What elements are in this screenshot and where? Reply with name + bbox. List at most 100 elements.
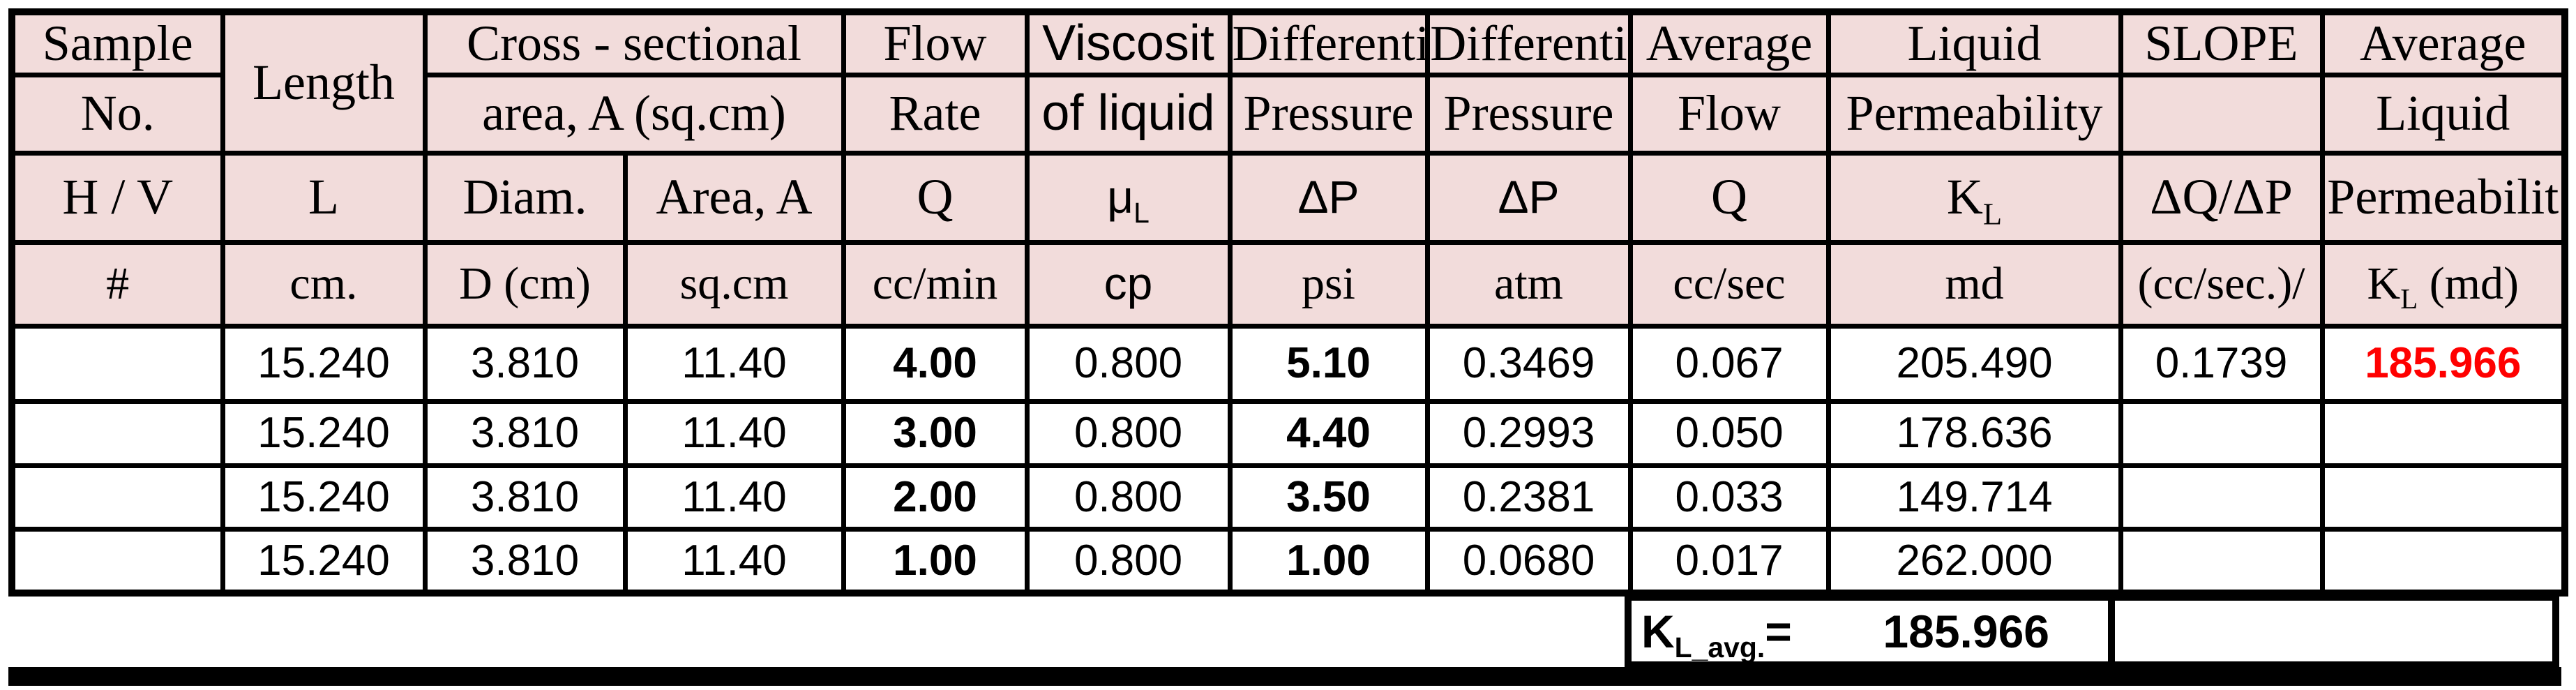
cell-slope-3[interactable] [2118,463,2325,532]
cell-visc-1[interactable]: 0.800 [1024,323,1233,404]
cell-q-ccsec-2[interactable]: 0.050 [1627,398,1831,468]
header-dq-dp-symbol[interactable]: ΔQ/ΔP [2118,150,2325,245]
unit-psi[interactable]: psi [1227,239,1430,329]
header-flow[interactable]: Flow [841,9,1030,77]
cell-visc-4[interactable]: 0.800 [1024,526,1233,596]
cell-q-ccsec-1[interactable]: 0.067 [1627,323,1831,404]
cell-diam-4[interactable]: 3.810 [422,526,628,596]
cell-area-1[interactable]: 11.40 [622,323,846,404]
header-viscosity[interactable]: Viscosit [1024,9,1233,77]
cell-slope-2[interactable] [2118,398,2325,468]
cell-length-3[interactable]: 15.240 [220,463,428,532]
cell-length-1[interactable]: 15.240 [220,323,428,404]
cell-kl-3[interactable]: 149.714 [1825,463,2123,532]
header-rate[interactable]: Rate [841,72,1030,156]
header-sample[interactable]: Sample [9,9,225,77]
cell-area-2[interactable]: 11.40 [622,398,846,468]
cell-dp-atm-2[interactable]: 0.2993 [1424,398,1633,468]
header-dp-psi-symbol[interactable]: ΔP [1227,150,1430,245]
cell-diam-2[interactable]: 3.810 [422,398,628,468]
kl-avg-value: 185.966 [1883,605,2049,657]
header-no[interactable]: No. [9,72,225,156]
cell-q-ccmin-4[interactable]: 1.00 [841,526,1030,596]
header-q-symbol[interactable]: Q [841,150,1030,245]
unit-cm[interactable]: cm. [220,239,428,329]
unit-cc-sec-per[interactable]: (cc/sec.)/ [2118,239,2325,329]
unit-atm[interactable]: atm [1424,239,1633,329]
header-kl-symbol[interactable]: KL [1825,150,2123,245]
cell-slope-1[interactable]: 0.1739 [2118,323,2325,404]
header-slope-blank[interactable] [2118,72,2325,156]
cell-diam-1[interactable]: 3.810 [422,323,628,404]
header-permeabilit[interactable]: Permeabilit [2319,150,2568,245]
cell-dp-atm-3[interactable]: 0.2381 [1424,463,1633,532]
cell-kl-4[interactable]: 262.000 [1825,526,2123,596]
cell-dp-psi-2[interactable]: 4.40 [1227,398,1430,468]
cell-dp-atm-4[interactable]: 0.0680 [1424,526,1633,596]
cell-sample-3[interactable] [9,463,225,532]
header-pressure-2[interactable]: Pressure [1424,72,1633,156]
cell-length-4[interactable]: 15.240 [220,526,428,596]
header-liquid[interactable]: Liquid [1825,9,2123,77]
cell-area-4[interactable]: 11.40 [622,526,846,596]
header-q2-symbol[interactable]: Q [1627,150,1831,245]
header-cross-sectional[interactable]: Cross - sectional [422,9,846,77]
cell-visc-2[interactable]: 0.800 [1024,398,1233,468]
header-liquid-2[interactable]: Liquid [2319,72,2568,156]
cell-slope-4[interactable] [2118,526,2325,596]
header-permeability[interactable]: Permeability [1825,72,2123,156]
footer-empty-cell[interactable] [2115,594,2559,668]
header-diam[interactable]: Diam. [422,150,628,245]
cell-q-ccsec-4[interactable]: 0.017 [1627,526,1831,596]
cell-area-3[interactable]: 11.40 [622,463,846,532]
header-row-4: # cm. D (cm) sq.cm cc/min cp psi atm cc/… [9,239,2568,329]
unit-cc-sec[interactable]: cc/sec [1627,239,1831,329]
cell-sample-2[interactable] [9,398,225,468]
cell-avg-kl-4[interactable] [2319,526,2568,596]
header-mu-symbol[interactable]: μL [1024,150,1233,245]
unit-sq-cm[interactable]: sq.cm [622,239,846,329]
cell-avg-kl-2[interactable] [2319,398,2568,468]
cell-dp-psi-1[interactable]: 5.10 [1227,323,1430,404]
header-of-liquid[interactable]: of liquid [1024,72,1233,156]
header-length[interactable]: Length [220,9,428,156]
cell-dp-atm-1[interactable]: 0.3469 [1424,323,1633,404]
cell-q-ccmin-3[interactable]: 2.00 [841,463,1030,532]
cell-q-ccmin-1[interactable]: 4.00 [841,323,1030,404]
unit-cc-min[interactable]: cc/min [841,239,1030,329]
header-slope[interactable]: SLOPE [2118,9,2325,77]
data-row-1: 15.240 3.810 11.40 4.00 0.800 5.10 0.346… [9,323,2568,404]
cell-diam-3[interactable]: 3.810 [422,463,628,532]
header-area-symbol[interactable]: Area, A [622,150,846,245]
cell-q-ccmin-2[interactable]: 3.00 [841,398,1030,468]
header-average-2[interactable]: Average [2319,9,2568,77]
unit-md[interactable]: md [1825,239,2123,329]
unit-kl-md[interactable]: KL (md) [2319,239,2568,329]
cell-kl-2[interactable]: 178.636 [1825,398,2123,468]
data-row-4: 15.240 3.810 11.40 1.00 0.800 1.00 0.068… [9,526,2568,596]
header-area-a[interactable]: area, A (sq.cm) [422,72,846,156]
kl-average-label-cell[interactable]: KL_avg.= 185.966 [1625,594,2115,668]
cell-dp-psi-3[interactable]: 3.50 [1227,463,1430,532]
header-differential-1[interactable]: Differenti [1227,9,1430,77]
unit-d-cm[interactable]: D (cm) [422,239,628,329]
header-l-symbol[interactable]: L [220,150,428,245]
cell-sample-1[interactable] [9,323,225,404]
cell-q-ccsec-3[interactable]: 0.033 [1627,463,1831,532]
cell-avg-kl-3[interactable] [2319,463,2568,532]
header-average[interactable]: Average [1627,9,1831,77]
header-hv[interactable]: H / V [9,150,225,245]
header-differential-2[interactable]: Differenti [1424,9,1633,77]
cell-avg-kl-1[interactable]: 185.966 [2319,323,2568,404]
kl-avg-label: KL_avg.= [1641,605,1792,663]
cell-kl-1[interactable]: 205.490 [1825,323,2123,404]
header-dp-atm-symbol[interactable]: ΔP [1424,150,1633,245]
cell-length-2[interactable]: 15.240 [220,398,428,468]
cell-visc-3[interactable]: 0.800 [1024,463,1233,532]
header-flow-2[interactable]: Flow [1627,72,1831,156]
header-pressure-1[interactable]: Pressure [1227,72,1430,156]
cell-sample-4[interactable] [9,526,225,596]
unit-hash[interactable]: # [9,239,225,329]
cell-dp-psi-4[interactable]: 1.00 [1227,526,1430,596]
unit-cp[interactable]: cp [1024,239,1233,329]
